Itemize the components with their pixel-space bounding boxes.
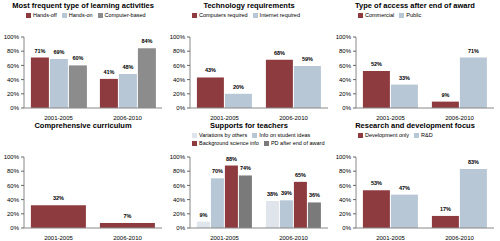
svg-text:20%: 20% — [339, 91, 352, 97]
svg-text:2001-2005: 2001-2005 — [44, 235, 73, 240]
svg-text:9%: 9% — [199, 212, 207, 218]
svg-text:100%: 100% — [8, 34, 20, 40]
svg-text:32%: 32% — [53, 195, 64, 201]
svg-text:20%: 20% — [8, 91, 20, 97]
html-text:Computer-based: Computer-based — [104, 12, 146, 18]
svg-text:40%: 40% — [339, 77, 352, 83]
svg-text:80%: 80% — [8, 48, 20, 54]
html-text:Development only: Development only — [365, 132, 409, 138]
svg-text:2006-2010: 2006-2010 — [445, 115, 474, 120]
svg-text:53%: 53% — [371, 180, 382, 186]
svg-text:41%: 41% — [103, 69, 114, 75]
svg-text:68%: 68% — [274, 50, 285, 56]
svg-text:2006-2010: 2006-2010 — [445, 235, 474, 240]
html-text:R&D: R&D — [421, 132, 433, 138]
svg-text:100%: 100% — [336, 154, 352, 160]
svg-text:48%: 48% — [122, 64, 133, 70]
html-text:Research and development focus: Research and development focus — [355, 121, 475, 130]
svg-text:60%: 60% — [8, 183, 20, 189]
svg-text:2001-2005: 2001-2005 — [210, 115, 239, 120]
svg-text:9%: 9% — [441, 92, 449, 98]
svg-text:20%: 20% — [8, 211, 20, 217]
svg-text:40%: 40% — [8, 77, 20, 83]
svg-text:2006-2010: 2006-2010 — [113, 115, 142, 120]
html-text:Technology requirements: Technology requirements — [203, 1, 295, 10]
html-text:Internet required: Internet required — [259, 12, 300, 18]
svg-text:84%: 84% — [141, 38, 152, 44]
svg-text:60%: 60% — [72, 55, 83, 61]
svg-text:60%: 60% — [173, 183, 186, 189]
svg-text:40%: 40% — [173, 197, 186, 203]
svg-text:2001-2005: 2001-2005 — [376, 235, 405, 240]
html-text:Variations by others: Variations by others — [199, 132, 248, 138]
svg-text:100%: 100% — [170, 34, 186, 40]
svg-text:2006-2010: 2006-2010 — [113, 235, 142, 240]
html-text:Type of access after end of aw: Type of access after end of award — [355, 1, 475, 10]
svg-text:2001-2005: 2001-2005 — [44, 115, 73, 120]
html-text:Most frequent type of learning: Most frequent type of learning activitie… — [12, 1, 154, 10]
svg-text:71%: 71% — [468, 48, 479, 54]
svg-text:20%: 20% — [339, 211, 352, 217]
svg-text:0%: 0% — [176, 105, 185, 111]
svg-text:80%: 80% — [173, 168, 186, 174]
svg-text:47%: 47% — [399, 185, 410, 191]
svg-text:2006-2010: 2006-2010 — [279, 115, 308, 120]
html-text:Supports for teachers: Supports for teachers — [210, 121, 288, 130]
svg-text:20%: 20% — [173, 91, 186, 97]
svg-text:0%: 0% — [10, 225, 19, 231]
svg-text:36%: 36% — [309, 192, 320, 198]
svg-text:40%: 40% — [8, 197, 20, 203]
svg-text:33%: 33% — [399, 75, 410, 81]
svg-text:60%: 60% — [339, 63, 352, 69]
html-text:Hands-on: Hands-on — [68, 12, 93, 18]
svg-text:40%: 40% — [339, 197, 352, 203]
html-text:Hands-off: Hands-off — [33, 12, 57, 18]
svg-text:0%: 0% — [342, 105, 351, 111]
svg-text:80%: 80% — [339, 48, 352, 54]
svg-text:83%: 83% — [468, 159, 479, 165]
svg-text:80%: 80% — [339, 168, 352, 174]
svg-text:38%: 38% — [267, 191, 278, 197]
svg-text:2006-2010: 2006-2010 — [279, 235, 308, 240]
html-text:Background science info: Background science info — [199, 140, 259, 146]
svg-text:80%: 80% — [173, 48, 186, 54]
svg-text:100%: 100% — [336, 34, 352, 40]
html-text:Commercial: Commercial — [365, 12, 395, 18]
svg-text:0%: 0% — [176, 225, 185, 231]
svg-text:40%: 40% — [173, 77, 186, 83]
svg-text:43%: 43% — [205, 67, 216, 73]
html-text:Public: Public — [406, 12, 422, 18]
html-text:Comprehensive curriculum: Comprehensive curriculum — [34, 121, 132, 130]
svg-text:69%: 69% — [53, 49, 64, 55]
svg-text:60%: 60% — [8, 63, 20, 69]
svg-text:2001-2005: 2001-2005 — [210, 235, 239, 240]
svg-text:0%: 0% — [342, 225, 351, 231]
svg-text:71%: 71% — [34, 48, 45, 54]
html-text:PD after end of award: PD after end of award — [270, 140, 325, 146]
svg-text:2001-2005: 2001-2005 — [376, 115, 405, 120]
svg-text:0%: 0% — [10, 105, 19, 111]
svg-text:7%: 7% — [123, 213, 131, 219]
html-text:Computers required: Computers required — [199, 12, 248, 18]
svg-text:20%: 20% — [233, 84, 244, 90]
svg-text:88%: 88% — [226, 156, 237, 162]
svg-text:60%: 60% — [173, 63, 186, 69]
html-text:Info on student ideas: Info on student ideas — [259, 132, 311, 138]
svg-text:39%: 39% — [281, 190, 292, 196]
svg-text:65%: 65% — [295, 172, 306, 178]
svg-text:100%: 100% — [8, 154, 20, 160]
svg-text:80%: 80% — [8, 168, 20, 174]
svg-text:59%: 59% — [302, 56, 313, 62]
svg-text:100%: 100% — [170, 154, 186, 160]
svg-text:60%: 60% — [339, 183, 352, 189]
svg-text:17%: 17% — [440, 206, 451, 212]
svg-text:70%: 70% — [212, 168, 223, 174]
svg-text:20%: 20% — [173, 211, 186, 217]
svg-text:74%: 74% — [240, 165, 251, 171]
svg-text:52%: 52% — [371, 61, 382, 67]
